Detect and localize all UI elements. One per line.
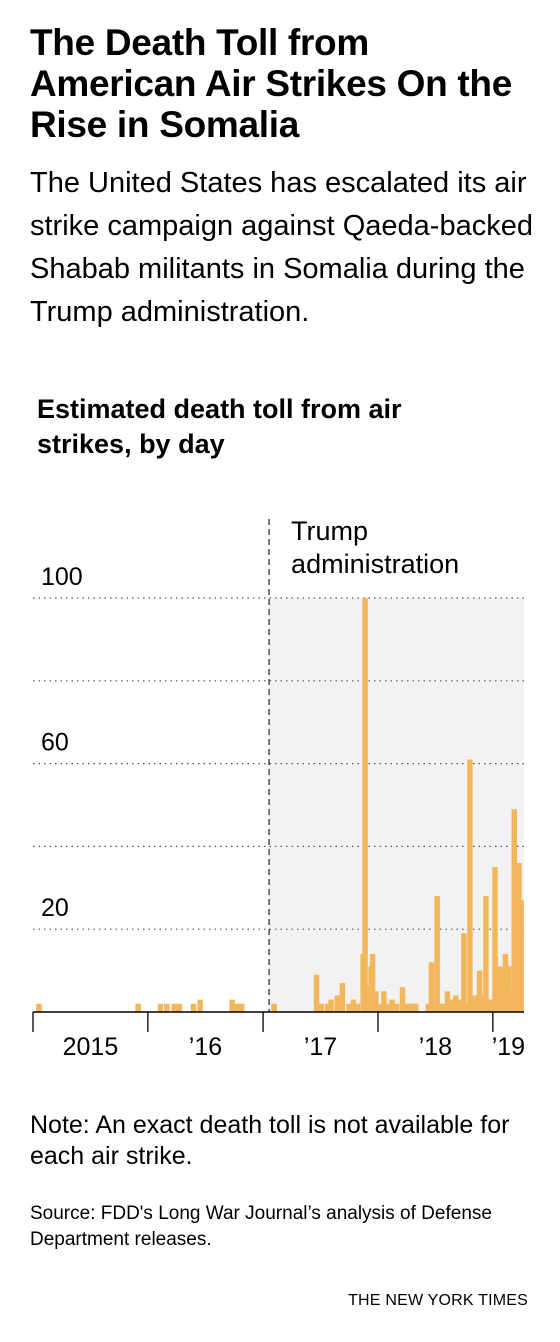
bar: [238, 1003, 245, 1012]
bar: [444, 991, 451, 1012]
bar: [438, 1003, 444, 1012]
headline: The Death Toll from American Air Strikes…: [30, 22, 512, 145]
bar: [234, 1003, 240, 1012]
bar: [197, 999, 203, 1012]
bar: [157, 1003, 164, 1012]
bar: [428, 962, 435, 1012]
bar: [328, 999, 334, 1012]
y-tick-label: 20: [41, 894, 69, 922]
bar: [467, 759, 473, 1012]
bar: [494, 970, 500, 1012]
bar: [373, 991, 379, 1012]
bar: [190, 1003, 197, 1012]
dek: The United States has escalated its air …: [30, 167, 533, 328]
bar: [229, 999, 235, 1012]
bar: [365, 987, 371, 1012]
bar: [377, 1003, 383, 1012]
bar: [386, 1003, 392, 1012]
bar: [354, 1003, 361, 1012]
bar: [407, 1003, 414, 1012]
trump-era-shading: [269, 598, 524, 1012]
bar: [449, 999, 455, 1012]
bar: [502, 954, 509, 1012]
x-tick-label: ’18: [419, 1033, 452, 1061]
bar: [176, 1003, 183, 1012]
bar: [486, 999, 492, 1012]
bar: [334, 995, 341, 1012]
bar: [171, 1003, 178, 1012]
note: Note: An exact death toll is not availab…: [30, 1111, 510, 1170]
bar: [441, 1003, 448, 1012]
bar: [492, 867, 498, 1012]
bar: [508, 991, 514, 1012]
annotation-label: Trump: [291, 516, 368, 546]
bar: [483, 896, 489, 1012]
x-tick-label: ’16: [189, 1033, 222, 1061]
bar: [36, 1003, 42, 1012]
bar: [412, 1003, 419, 1012]
bar: [393, 1003, 400, 1012]
bar: [452, 995, 459, 1012]
bar: [164, 1003, 170, 1012]
bar: [518, 900, 524, 1012]
bar: [505, 966, 512, 1012]
bar: [473, 995, 480, 1012]
bar: [362, 598, 368, 1012]
chart-title: Estimated death toll from air strikes, b…: [37, 394, 402, 459]
bar: [369, 954, 376, 1012]
bar: [480, 995, 486, 1012]
bar: [324, 1003, 331, 1012]
y-tick-label: 60: [41, 729, 69, 757]
bar: [346, 1003, 352, 1012]
x-tick-label: 2015: [63, 1033, 119, 1061]
bar: [425, 1003, 432, 1012]
bar: [470, 995, 477, 1012]
bar: [313, 974, 320, 1012]
bar: [461, 933, 467, 1012]
bar: [399, 987, 406, 1012]
bar: [434, 896, 440, 1012]
bar: [456, 999, 462, 1012]
bar: [135, 1003, 141, 1012]
bar: [499, 966, 506, 1012]
x-tick-label: ’17: [304, 1033, 337, 1061]
bar: [381, 991, 387, 1012]
bar: [350, 999, 357, 1012]
annotation-label: administration: [291, 549, 459, 579]
y-tick-label: 100: [41, 563, 83, 591]
bar: [511, 809, 517, 1012]
x-tick-label: ’19: [492, 1033, 525, 1061]
bar: [476, 970, 483, 1012]
bar: [318, 1003, 325, 1012]
credit: THE NEW YORK TIMES: [348, 1292, 528, 1309]
bar: [339, 983, 346, 1012]
bar: [389, 999, 395, 1012]
bar: [271, 1003, 277, 1012]
source: Source: FDD's Long War Journal’s analysi…: [30, 1203, 492, 1250]
bar: [404, 1003, 411, 1012]
